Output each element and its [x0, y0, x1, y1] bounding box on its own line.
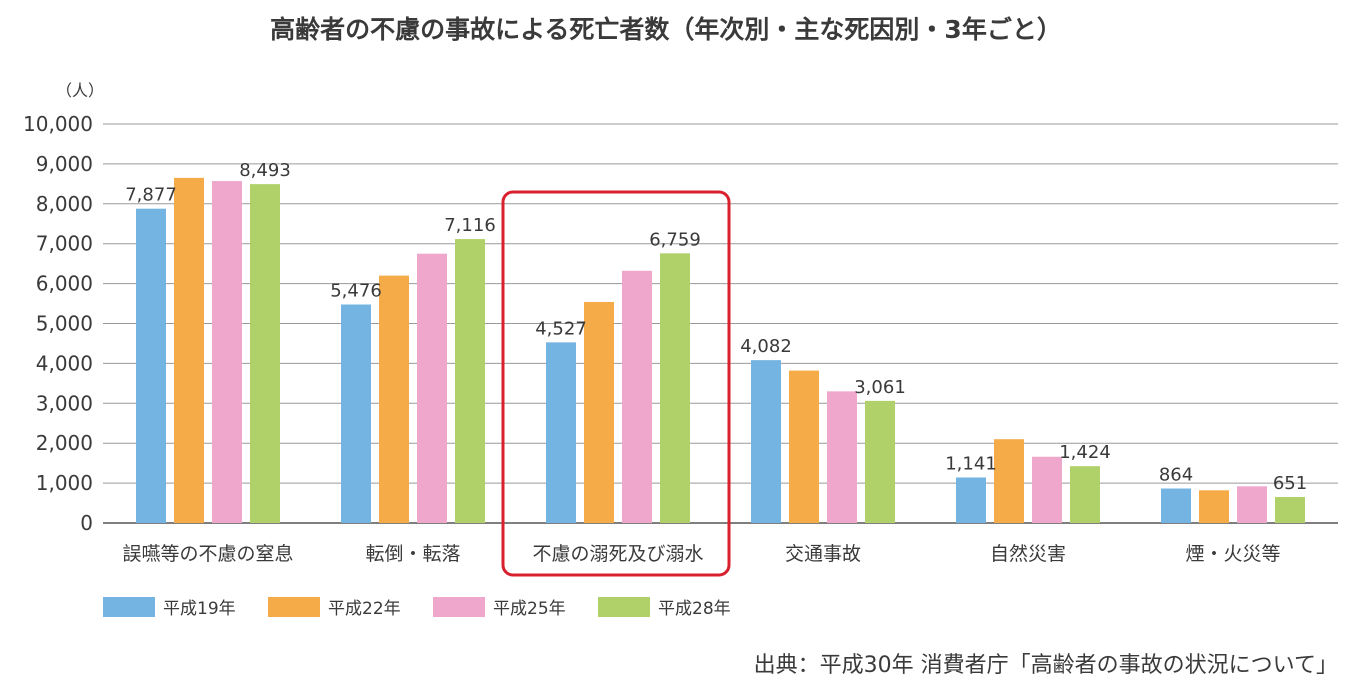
data-label: 8,493: [239, 160, 291, 181]
y-tick-label: 5,000: [36, 312, 93, 336]
bars: [136, 177, 1305, 524]
bar: [1237, 486, 1267, 523]
highlight-box: [501, 190, 731, 577]
category-label: 誤嚥等の不慮の窒息: [122, 543, 293, 565]
chart-title: 高齢者の不慮の事故による死亡者数（年次別・主な死因別・3年ごと）: [270, 15, 1062, 44]
bar: [994, 439, 1024, 523]
y-axis-ticks: 0 1,000 2,000 3,000 4,000 5,000 6,000 7,000 8,00…: [23, 112, 93, 535]
bar: [250, 184, 280, 523]
category-label: 自然災害: [990, 543, 1066, 565]
category-label: 交通事故: [785, 543, 861, 565]
data-labels: 7,877 8,493 5,476 7,116 4,527 6,759 4,082 3,061…: [125, 160, 1307, 494]
legend-swatch: [598, 597, 650, 617]
bar: [546, 342, 576, 523]
highlight-rect: [501, 190, 731, 577]
data-label: 5,476: [330, 281, 382, 302]
legend-label: 平成22年: [328, 599, 401, 619]
y-tick-label: 1,000: [36, 471, 93, 495]
data-label: 3,061: [854, 377, 906, 398]
bar: [622, 270, 652, 523]
gridlines: [103, 123, 1338, 524]
legend-label: 平成28年: [658, 599, 731, 619]
legend-swatch: [268, 597, 320, 617]
y-tick-label: 2,000: [36, 431, 93, 455]
data-label: 4,527: [535, 318, 587, 339]
data-label: 4,082: [740, 336, 792, 357]
bar: [1161, 488, 1191, 523]
y-tick-label: 7,000: [36, 232, 93, 256]
y-tick-label: 10,000: [23, 112, 93, 136]
bar: [865, 400, 895, 523]
bar: [789, 370, 819, 523]
legend: 平成19年 平成22年 平成25年 平成28年: [103, 597, 731, 619]
legend-swatch: [433, 597, 485, 617]
legend-label: 平成25年: [493, 599, 566, 619]
bar: [379, 275, 409, 523]
bar: [1199, 490, 1229, 523]
category-label: 転倒・転落: [365, 543, 460, 565]
bar: [751, 360, 781, 523]
y-tick-label: 0: [80, 511, 93, 535]
bar: [827, 391, 857, 523]
bar: [660, 253, 690, 523]
bar: [174, 177, 204, 524]
y-tick-label: 6,000: [36, 272, 93, 296]
bar: [1275, 497, 1305, 523]
category-labels: 誤嚥等の不慮の窒息 転倒・転落 不慮の溺死及び溺水 交通事故 自然災害 煙・火災等: [122, 543, 1280, 565]
bar: [584, 301, 614, 523]
legend-swatch: [103, 597, 155, 617]
data-label: 651: [1273, 473, 1307, 494]
legend-label: 平成19年: [163, 599, 236, 619]
data-label: 1,141: [945, 453, 997, 474]
bar: [1070, 466, 1100, 523]
data-label: 7,877: [125, 185, 177, 206]
y-tick-label: 8,000: [36, 192, 93, 216]
data-label: 1,424: [1059, 442, 1111, 463]
y-axis-unit: （人）: [56, 81, 104, 100]
y-tick-label: 9,000: [36, 152, 93, 176]
data-label: 7,116: [444, 215, 496, 236]
bar: [417, 253, 447, 524]
bar: [136, 208, 166, 523]
category-label: 煙・火災等: [1185, 543, 1280, 565]
source-note: 出典：平成30年 消費者庁「高齢者の事故の状況について」: [754, 653, 1338, 678]
y-tick-label: 3,000: [36, 391, 93, 415]
bar: [1032, 456, 1062, 523]
bar: [341, 304, 371, 523]
bar: [956, 477, 986, 523]
bar: [455, 239, 485, 523]
y-tick-label: 4,000: [36, 351, 93, 375]
data-label: 6,759: [649, 229, 701, 250]
bar: [212, 181, 242, 523]
category-label: 不慮の溺死及び溺水: [532, 543, 703, 565]
data-label: 864: [1159, 465, 1193, 486]
